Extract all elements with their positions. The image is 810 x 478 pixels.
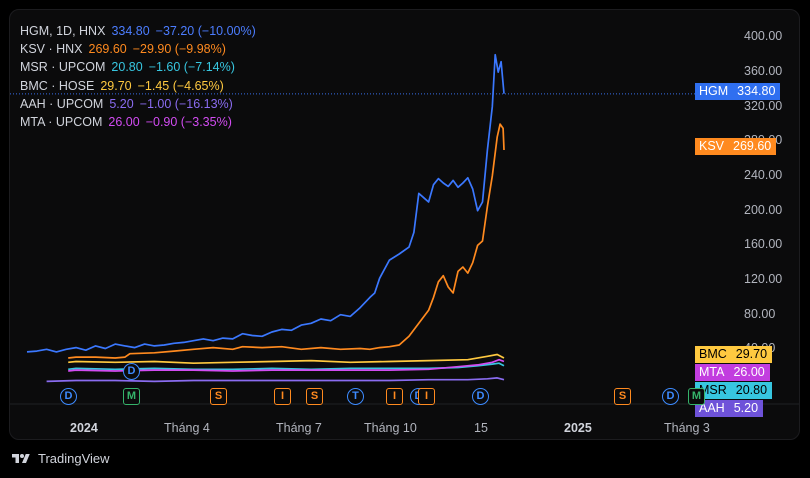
price-tag-ksv[interactable]: KSV 269.60 [695, 138, 777, 155]
legend-row-bmc[interactable]: BMC · HOSE 29.70 −1.45 (−4.65%) [20, 77, 256, 95]
legend-change: −1.00 (−16.13%) [139, 96, 233, 111]
price-tag-value: 29.70 [730, 346, 773, 363]
legend-symbol: KSV · HNX [20, 42, 83, 57]
y-tick-label: 120.00 [744, 272, 783, 287]
event-marker-s[interactable]: S [210, 388, 227, 405]
legend-value: 269.60 [88, 42, 127, 57]
event-marker-d[interactable]: D [662, 388, 679, 405]
legend-row-ksv[interactable]: KSV · HNX 269.60 −29.90 (−9.98%) [20, 40, 256, 58]
tradingview-brand[interactable]: TradingView [10, 451, 110, 466]
price-tag-value: 269.60 [728, 138, 777, 155]
chart-panel[interactable]: HGM, 1D, HNX 334.80 −37.20 (−10.00%) KSV ·… [9, 9, 800, 440]
price-tag-value: 5.20 [728, 400, 764, 417]
event-marker-m[interactable]: M [688, 388, 705, 405]
legend-symbol: HGM, 1D, HNX [20, 24, 106, 38]
legend-row-aah[interactable]: AAH · UPCOM 5.20 −1.00 (−16.13%) [20, 95, 256, 113]
legend-change: −1.45 (−4.65%) [137, 78, 224, 93]
x-tick-label: Tháng 3 [664, 421, 710, 435]
event-marker-d[interactable]: D [123, 363, 140, 380]
event-marker-m[interactable]: M [123, 388, 140, 405]
y-tick-label: 80.00 [744, 306, 776, 321]
series-line-hgm [26, 53, 505, 353]
y-tick-label: 400.00 [744, 29, 783, 44]
price-tag-value: 334.80 [732, 83, 781, 100]
x-tick-label: 2025 [564, 421, 592, 435]
x-tick-label: Tháng 4 [164, 421, 210, 435]
price-tag-value: 26.00 [728, 364, 770, 381]
tradingview-logo-icon [12, 453, 30, 463]
legend-row-mta[interactable]: MTA · UPCOM 26.00 −0.90 (−3.35%) [20, 113, 256, 131]
price-tag-hgm[interactable]: HGM 334.80 [695, 83, 781, 100]
legend-value: 5.20 [109, 96, 134, 111]
legend-change: −37.20 (−10.00%) [155, 24, 256, 38]
price-tag-mta[interactable]: MTA 26.00 [695, 364, 770, 381]
x-tick-label: 15 [474, 421, 488, 435]
price-tag-symbol: HGM [695, 83, 733, 100]
chart-legend: HGM, 1D, HNX 334.80 −37.20 (−10.00%) KSV ·… [20, 22, 256, 131]
event-marker-d[interactable]: D [60, 388, 77, 405]
legend-value: 334.80 [111, 24, 150, 38]
legend-change: −0.90 (−3.35%) [145, 115, 232, 130]
y-tick-label: 240.00 [744, 168, 783, 183]
y-tick-label: 200.00 [744, 202, 783, 217]
event-marker-s[interactable]: S [614, 388, 631, 405]
y-tick-label: 360.00 [744, 64, 783, 79]
legend-symbol: BMC · HOSE [20, 78, 95, 93]
series-line-aah [46, 377, 505, 383]
price-tag-msr[interactable]: MSR 20.80 [695, 382, 773, 399]
y-tick-label: 320.00 [744, 98, 783, 113]
legend-change: −1.60 (−7.14%) [148, 60, 235, 75]
legend-row-msr[interactable]: MSR · UPCOM 20.80 −1.60 (−7.14%) [20, 58, 256, 76]
series-line-bmc [68, 353, 505, 365]
brand-name: TradingView [38, 451, 110, 466]
legend-value: 29.70 [100, 78, 132, 93]
x-tick-label: Tháng 10 [364, 421, 417, 435]
chart-canvas[interactable] [10, 10, 800, 440]
legend-row-hgm[interactable]: HGM, 1D, HNX 334.80 −37.20 (−10.00%) [20, 22, 256, 40]
event-marker-d[interactable]: D [472, 388, 489, 405]
price-tag-symbol: KSV [695, 138, 729, 155]
x-tick-label: 2024 [70, 421, 98, 435]
price-tag-value: 20.80 [730, 382, 773, 399]
event-marker-t[interactable]: T [347, 388, 364, 405]
x-tick-label: Tháng 7 [276, 421, 322, 435]
event-marker-i[interactable]: I [418, 388, 435, 405]
series-line-ksv [68, 123, 505, 359]
price-tag-symbol: BMC [695, 346, 731, 363]
legend-symbol: MTA · UPCOM [20, 115, 103, 130]
legend-symbol: MSR · UPCOM [20, 60, 106, 75]
event-marker-i[interactable]: I [274, 388, 291, 405]
legend-symbol: AAH · UPCOM [20, 96, 104, 111]
y-tick-label: 160.00 [744, 237, 783, 252]
price-tag-aah[interactable]: AAH 5.20 [695, 400, 764, 417]
legend-change: −29.90 (−9.98%) [132, 42, 226, 57]
event-marker-i[interactable]: I [386, 388, 403, 405]
legend-value: 20.80 [111, 60, 143, 75]
legend-value: 26.00 [108, 115, 140, 130]
price-tag-bmc[interactable]: BMC 29.70 [695, 346, 773, 363]
event-marker-s[interactable]: S [306, 388, 323, 405]
price-tag-symbol: MTA [695, 364, 729, 381]
